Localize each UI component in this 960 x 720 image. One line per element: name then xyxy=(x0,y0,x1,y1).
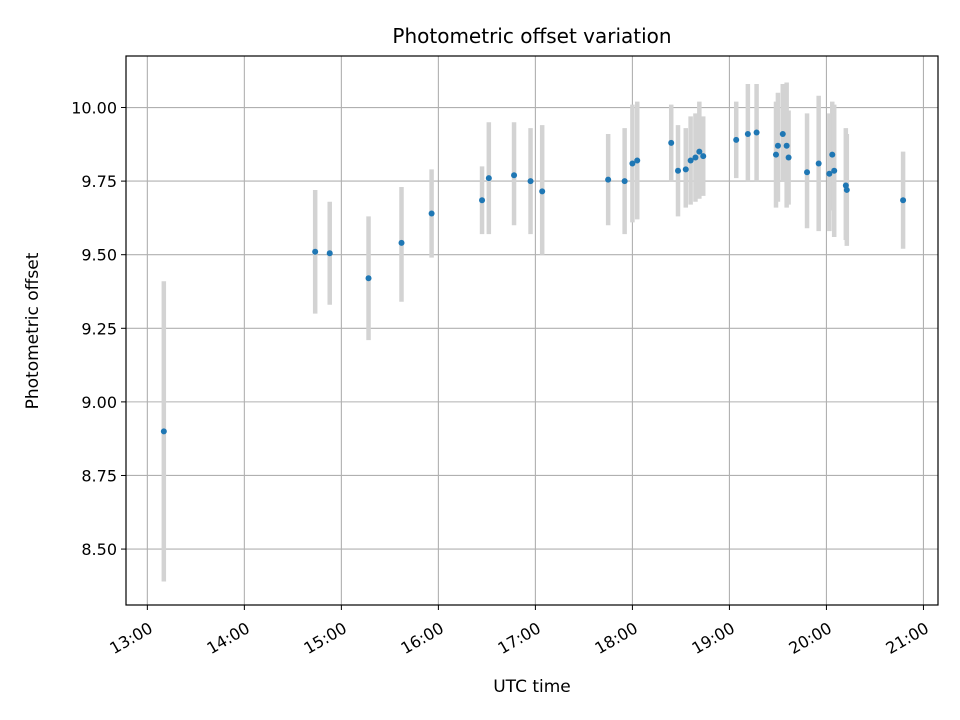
data-point xyxy=(900,197,907,204)
y-tick-label: 9.00 xyxy=(81,393,117,412)
data-point xyxy=(621,178,628,185)
data-point xyxy=(312,248,319,255)
data-point xyxy=(779,131,786,138)
data-point xyxy=(479,197,486,204)
data-point xyxy=(682,166,689,173)
data-point xyxy=(160,428,167,435)
data-point xyxy=(829,151,836,158)
data-point xyxy=(843,186,850,193)
data-point xyxy=(733,136,740,143)
data-point xyxy=(815,160,822,167)
data-point xyxy=(511,172,518,179)
x-axis-title: UTC time xyxy=(493,677,571,697)
data-point xyxy=(744,131,751,138)
data-point xyxy=(804,169,811,176)
data-point xyxy=(692,154,699,161)
data-point xyxy=(629,160,636,167)
data-point xyxy=(687,157,694,164)
data-point xyxy=(605,176,612,183)
data-point xyxy=(634,157,641,164)
data-point xyxy=(785,154,792,161)
data-point xyxy=(668,139,675,146)
data-point xyxy=(753,129,760,136)
y-tick-label: 9.75 xyxy=(81,172,117,191)
data-point xyxy=(675,167,682,174)
y-tick-label: 10.00 xyxy=(71,99,117,118)
y-axis: 8.50 8.75 9.00 9.25 9.50 9.75 10.00 xyxy=(71,99,126,559)
data-points xyxy=(160,129,907,435)
data-point xyxy=(365,275,372,282)
y-tick-label: 9.25 xyxy=(81,319,117,338)
data-point xyxy=(774,142,781,149)
data-point xyxy=(696,148,703,155)
plot-frame xyxy=(125,55,939,606)
data-point xyxy=(539,188,546,195)
data-point xyxy=(428,210,435,217)
chart-title: Photometric offset variation xyxy=(392,24,671,48)
data-point xyxy=(398,239,405,246)
y-axis-title: Photometric offset xyxy=(23,252,43,409)
data-point xyxy=(326,250,333,257)
data-point xyxy=(826,170,833,177)
data-point xyxy=(783,142,790,149)
data-point xyxy=(485,175,492,182)
data-point xyxy=(700,153,707,160)
y-tick-label: 8.50 xyxy=(81,540,117,559)
data-point xyxy=(772,151,779,158)
y-tick-label: 8.75 xyxy=(81,466,117,485)
y-tick-label: 9.50 xyxy=(81,246,117,265)
data-point xyxy=(527,178,534,185)
data-point xyxy=(831,167,838,174)
